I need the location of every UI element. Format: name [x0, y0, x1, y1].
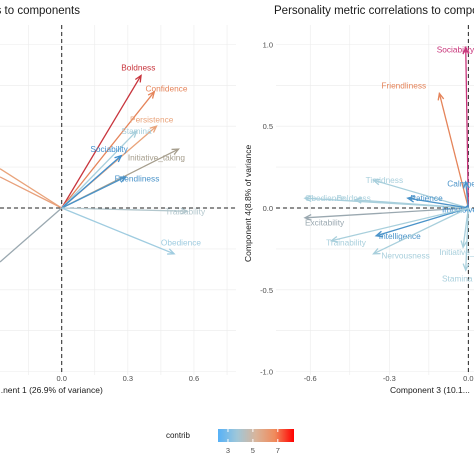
left-label-boldness: Boldness — [121, 62, 155, 72]
left-x-axis-label: ...nent 1 (26.9% of variance) — [0, 385, 103, 395]
left-label-confidence: Confidence — [145, 84, 187, 94]
right-y-tick-label: -0.5 — [260, 286, 273, 295]
left-panel: ...s to components Boldness Confidence Per… — [0, 5, 236, 395]
legend-colorbar — [218, 429, 294, 442]
left-label-initiative-taking: Initiative_taking — [128, 152, 186, 162]
right-arrow-nervousness-head — [372, 248, 381, 255]
right-arrow-calmness-head — [462, 180, 470, 189]
right-arrow-nervousness — [373, 207, 469, 255]
left-label-obedience: Obedience — [161, 237, 202, 247]
left-x-tick-label: 0.6 — [189, 374, 199, 383]
right-arrow-intelligence — [375, 207, 469, 237]
left-arrow-confidence — [61, 91, 155, 209]
right-arrow-calmness — [465, 181, 470, 209]
right-arrow-excitability — [304, 207, 469, 219]
left-arrow-friendliness — [61, 176, 126, 209]
right-x-tick-label: -0.6 — [304, 374, 317, 383]
left-arrow-stamina-head — [129, 129, 138, 138]
right-arrow-timidness — [373, 179, 469, 209]
right-label-stamina: Stamina — [442, 273, 473, 283]
right-arrow-excitability-head — [303, 214, 312, 221]
right-label-nervousness: Nervousness — [381, 250, 429, 260]
right-label-obedience: Obedience — [305, 193, 346, 203]
left-arrow-confidence-head — [147, 90, 156, 99]
left-label-stamina: Stamina — [121, 126, 152, 136]
right-label-trainability: Trainability — [326, 237, 367, 247]
left-chart-title: ...s to components — [0, 5, 80, 17]
right-arrow-sociability-head — [462, 46, 470, 55]
right-y-tick-label: 1.0 — [263, 40, 273, 49]
legend-tick-label: 7 — [276, 446, 280, 455]
left-x-tick-label: 0.3 — [123, 374, 133, 383]
right-y-tick-label: 0.5 — [263, 122, 273, 131]
right-arrow-stamina-head — [462, 263, 470, 272]
right-label-impulsiveness: Impulsiveness — [442, 205, 474, 215]
left-label-friendliness: Friendliness — [115, 174, 160, 184]
right-arrow-patience — [407, 197, 469, 209]
right-arrow-friendliness-head — [437, 91, 445, 101]
right-arrow-trainability-head — [329, 235, 339, 243]
right-x-tick-label: 0.0 — [463, 374, 473, 383]
legend: contrib 3 5 7 — [166, 429, 294, 455]
left-arrow-sociability — [61, 155, 122, 209]
left-x-tick-label: 0.0 — [56, 374, 66, 383]
left-arrow-obedience-head — [167, 248, 176, 255]
left-arrow-trainability-head — [180, 207, 189, 215]
right-y-axis-label: Component 4(8.8% of variance — [243, 145, 253, 262]
left-arrow-obedience — [61, 207, 175, 255]
right-label-boldness: Boldness — [337, 193, 371, 203]
left-partial-arrow — [0, 168, 63, 209]
legend-title: contrib — [166, 431, 191, 440]
right-arrow-sociability — [465, 47, 470, 209]
right-arrow-timidness-head — [371, 178, 381, 186]
right-x-axis-label: Component 3 (10.1... — [390, 385, 470, 395]
left-arrow-stamina — [61, 130, 138, 209]
right-label-initiative-taking: Initiative_taking — [439, 247, 474, 257]
left-label-trainability: Trainability — [165, 206, 206, 216]
left-ticks: 0.0 0.3 0.6 — [56, 374, 199, 383]
right-label-excitability: Excitability — [305, 218, 345, 228]
right-label-timidness: Timidness — [366, 175, 404, 185]
legend-tick-label: 5 — [251, 446, 255, 455]
right-chart-title: Personality metric correlations to compo… — [274, 5, 474, 17]
left-arrow-friendliness-head — [118, 176, 128, 183]
left-arrow-persistence-head — [149, 125, 158, 133]
legend-ticks: 3 5 7 — [226, 429, 280, 455]
right-y-tick-label: 0.0 — [263, 204, 273, 213]
right-marks: Sociability Friendliness Calmness Timidness… — [303, 44, 474, 283]
right-arrow-boldness-head — [353, 196, 362, 204]
right-panel: Personality metric correlations to compo… — [243, 5, 474, 395]
left-arrow-boldness — [61, 75, 142, 209]
left-partial-arrow — [0, 176, 63, 209]
right-arrow-friendliness — [438, 93, 469, 209]
left-grid — [0, 25, 236, 375]
right-arrow-intelligence-head — [374, 230, 384, 238]
right-arrow-stamina — [465, 207, 470, 271]
left-label-persistence: Persistence — [130, 115, 174, 125]
left-arrow-trainability — [61, 207, 188, 212]
right-label-calmness: Calmness — [447, 178, 474, 188]
right-label-intelligence: Intelligence — [379, 231, 421, 241]
legend-tick-label: 3 — [226, 446, 230, 455]
right-label-patience: Patience — [410, 193, 443, 203]
right-x-tick-label: -0.3 — [383, 374, 396, 383]
right-y-tick-label: -1.0 — [260, 368, 273, 377]
left-arrow-boldness-head — [134, 74, 142, 83]
right-arrow-boldness — [355, 199, 469, 209]
right-ticks: -0.6 -0.3 0.0 1.0 0.5 0.0 -0.5 -1.0 — [260, 40, 474, 383]
left-arrow-sociability-head — [114, 154, 123, 163]
right-arrow-patience-head — [406, 195, 415, 203]
left-arrow-initiative-taking-head — [171, 148, 180, 155]
right-label-sociability: Sociability — [437, 44, 474, 54]
right-arrow-obedience-head — [303, 195, 312, 202]
right-arrow-trainability — [331, 207, 469, 242]
right-arrow-initiative-taking-head — [460, 240, 468, 249]
left-label-sociability: Sociability — [90, 144, 128, 154]
left-partial-arrow — [0, 207, 63, 263]
right-label-friendliness: Friendliness — [381, 80, 426, 90]
